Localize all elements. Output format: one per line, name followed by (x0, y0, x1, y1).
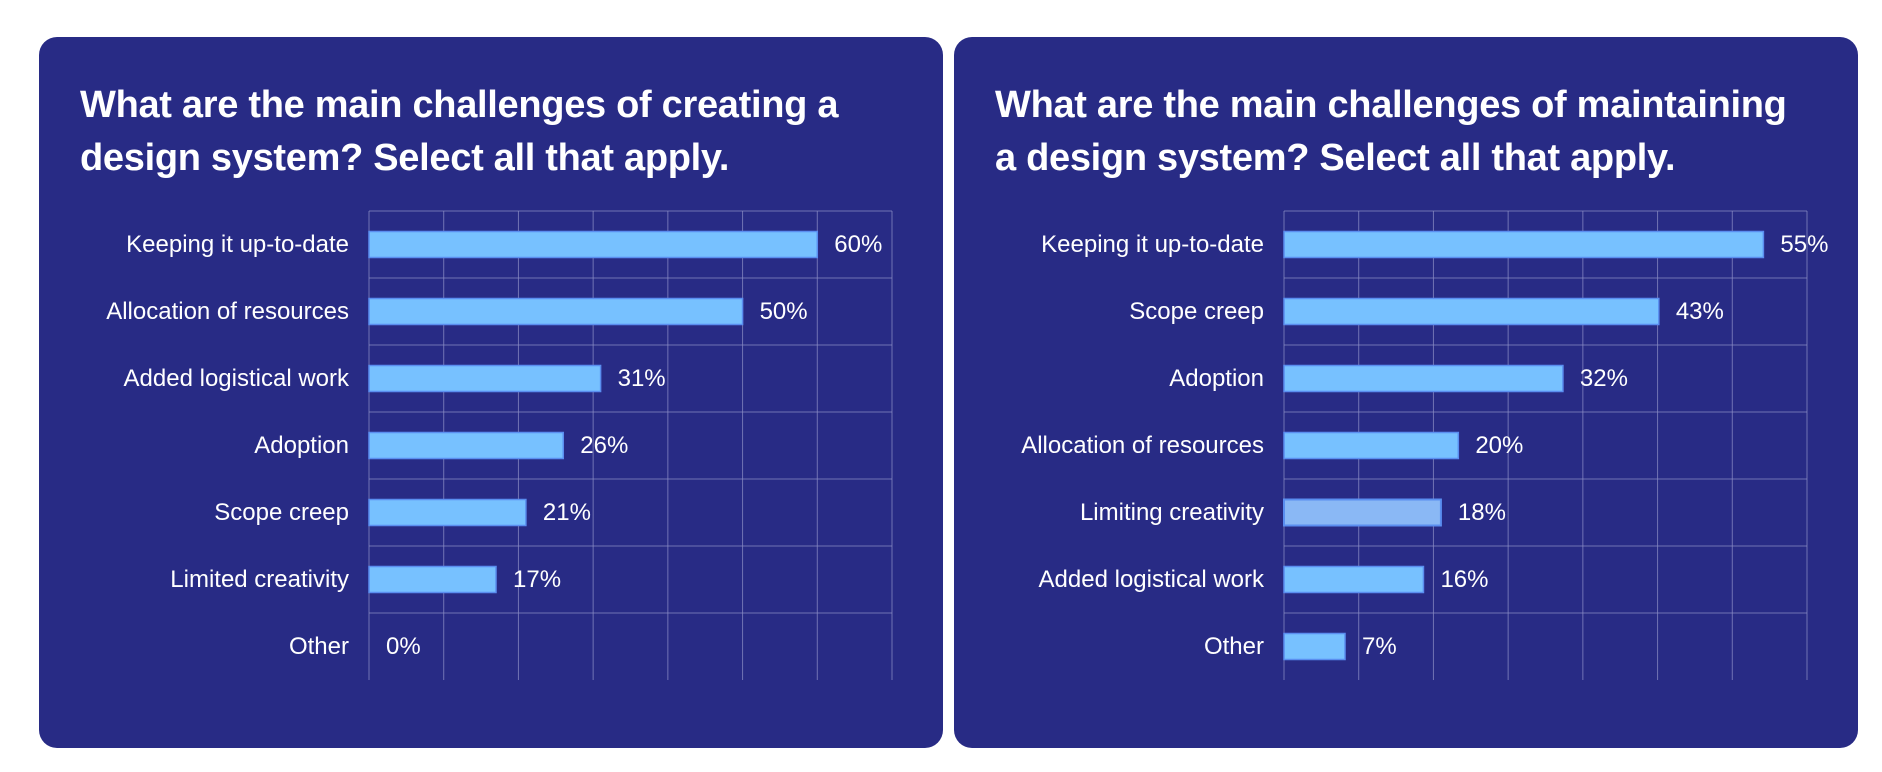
bar[interactable] (1283, 431, 1460, 460)
bar[interactable] (368, 565, 497, 594)
value-label: 17% (513, 566, 561, 593)
value-label: 18% (1458, 499, 1506, 526)
bar-row: Keeping it up-to-date 55% (1041, 230, 1828, 259)
bar-row: Added logistical work 31% (124, 364, 666, 393)
category-label: Allocation of resources (106, 298, 349, 325)
value-label: 60% (834, 231, 882, 258)
bar-row: Scope creep 43% (1129, 297, 1724, 326)
category-label: Keeping it up-to-date (126, 231, 349, 258)
bar[interactable] (1283, 565, 1425, 594)
value-label: 0% (386, 633, 421, 660)
maintaining-challenges-chart: Keeping it up-to-date 55% Scope creep 43% Ad… (1021, 210, 1828, 680)
value-label: 21% (543, 499, 591, 526)
bar-row: Other 7% (1204, 632, 1397, 661)
bar[interactable] (1283, 297, 1660, 326)
bar-row: Keeping it up-to-date 60% (126, 230, 882, 259)
category-label: Added logistical work (1039, 566, 1265, 593)
value-label: 26% (580, 432, 628, 459)
bar-row: Limiting creativity 18% (1080, 498, 1506, 527)
value-label: 20% (1475, 432, 1523, 459)
value-label: 32% (1580, 365, 1628, 392)
bar-row: Allocation of resources 20% (1021, 431, 1523, 460)
value-label: 43% (1676, 298, 1724, 325)
category-label: Added logistical work (124, 365, 350, 392)
chart-title: What are the main challenges of creating… (80, 84, 839, 179)
grid-lines (1283, 210, 1808, 680)
bar[interactable] (368, 364, 602, 393)
value-label: 55% (1780, 231, 1828, 258)
bar[interactable] (1283, 632, 1346, 661)
bar-row: Added logistical work 16% (1039, 565, 1489, 594)
bar-row: Other 0% (289, 633, 421, 660)
bar-row: Scope creep 21% (214, 498, 591, 527)
category-label: Adoption (254, 432, 349, 459)
bar[interactable] (368, 297, 744, 326)
value-label: 7% (1362, 633, 1397, 660)
bar[interactable] (368, 498, 527, 527)
creating-challenges-chart: Keeping it up-to-date 60% Allocation of re… (106, 210, 893, 680)
bar[interactable] (1283, 498, 1442, 527)
bar[interactable] (368, 431, 565, 460)
category-label: Limited creativity (170, 566, 349, 593)
category-label: Scope creep (1129, 298, 1264, 325)
creating-challenges-panel: What are the main challenges of creating… (39, 37, 943, 748)
chart-title: What are the main challenges of maintain… (995, 84, 1787, 179)
bar[interactable] (1283, 364, 1564, 393)
bar[interactable] (1283, 230, 1765, 259)
bar-row: Adoption 32% (1169, 364, 1628, 393)
bar[interactable] (368, 230, 819, 259)
category-label: Keeping it up-to-date (1041, 231, 1264, 258)
bar-row: Adoption 26% (254, 431, 628, 460)
category-label: Limiting creativity (1080, 499, 1264, 526)
bar-row: Allocation of resources 50% (106, 297, 808, 326)
maintaining-challenges-panel: What are the main challenges of maintain… (954, 37, 1858, 748)
category-label: Other (289, 633, 349, 660)
category-label: Adoption (1169, 365, 1264, 392)
category-label: Other (1204, 633, 1264, 660)
category-label: Allocation of resources (1021, 432, 1264, 459)
category-label: Scope creep (214, 499, 349, 526)
value-label: 31% (618, 365, 666, 392)
bar-row: Limited creativity 17% (170, 565, 561, 594)
value-label: 50% (760, 298, 808, 325)
value-label: 16% (1440, 566, 1488, 593)
grid-lines (368, 210, 893, 680)
